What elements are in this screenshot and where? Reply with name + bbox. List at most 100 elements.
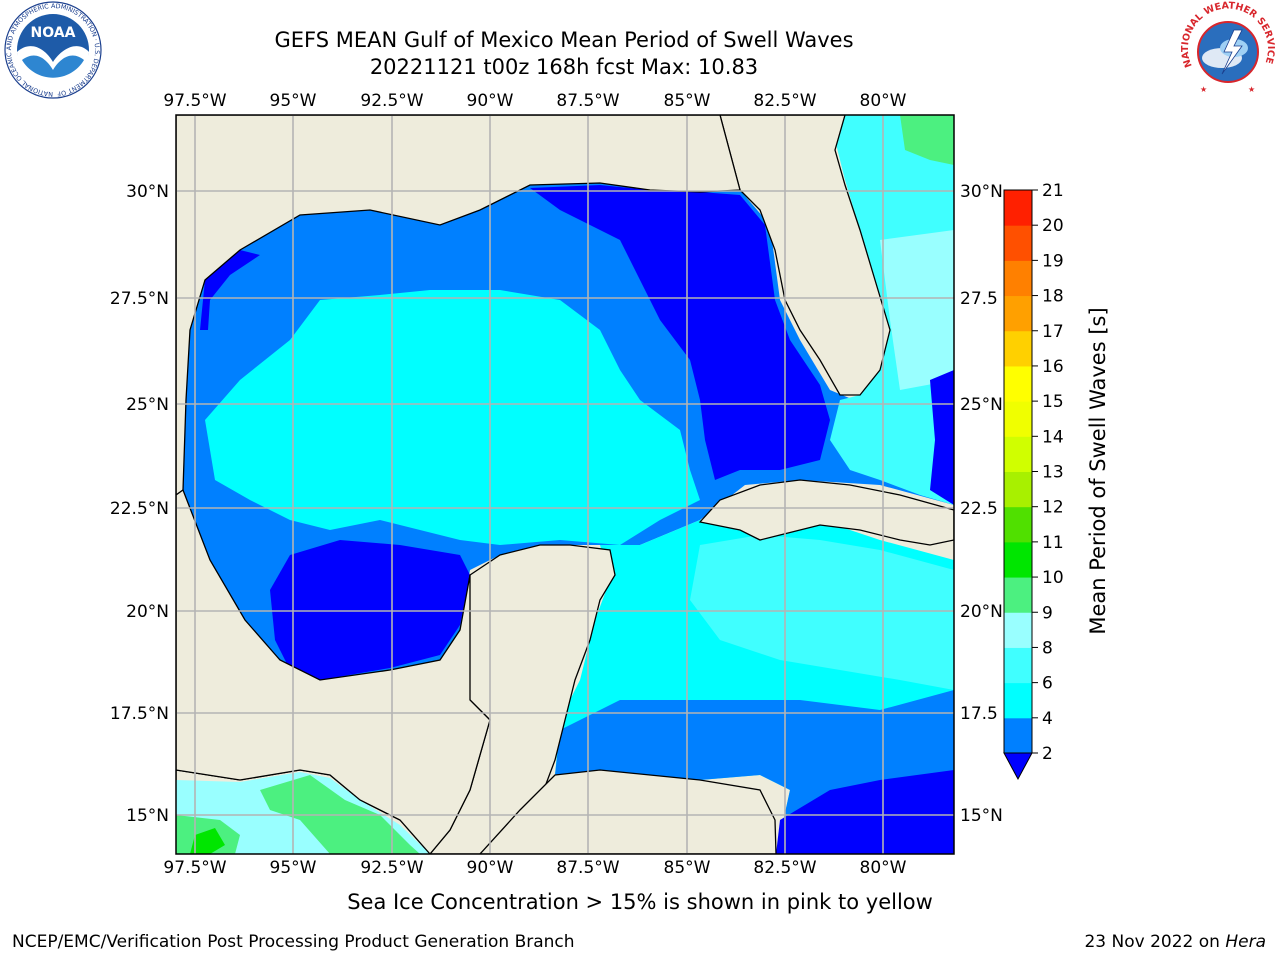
lon-tick-bottom: 95°W xyxy=(270,858,317,878)
lon-tick-bottom: 92.5°W xyxy=(360,858,423,878)
colorbar-ticks: 2 4 6 8 9 10 11 12 13 14 15 16 17 18 19 20 21 xyxy=(1032,181,1064,764)
map-area xyxy=(176,115,954,854)
lon-tick-top: 85°W xyxy=(664,91,711,111)
colorbar-tick-label: 8 xyxy=(1042,638,1053,658)
lon-tick-bottom: 87.5°W xyxy=(556,858,619,878)
lon-tick-top: 97.5°W xyxy=(163,91,226,111)
colorbar-tick-label: 18 xyxy=(1042,287,1064,307)
lat-tick-left: 20°N xyxy=(126,602,169,622)
atlantic-light xyxy=(880,230,954,390)
noaa-text: NOAA xyxy=(31,25,76,41)
colorbar-segment xyxy=(1004,436,1032,472)
sea-ice-note: Sea Ice Concentration > 15% is shown in … xyxy=(347,890,933,914)
mexico-land xyxy=(176,488,491,854)
colorbar-segment xyxy=(1004,541,1032,578)
footer-date-host: 23 Nov 2022 on Hera xyxy=(1084,932,1266,952)
colorbar-tick-label: 4 xyxy=(1042,709,1053,729)
colorbar-segment xyxy=(1004,612,1032,648)
lon-tick-bottom: 90°W xyxy=(467,858,514,878)
colorbar-tick-label: 15 xyxy=(1042,392,1064,412)
colorbar-segment xyxy=(1004,190,1032,226)
colorbar-segment xyxy=(1004,471,1032,508)
lon-tick-top: 80°W xyxy=(860,91,907,111)
lat-tick-right: 27.5 xyxy=(960,289,998,309)
footer-host: Hera xyxy=(1225,932,1266,952)
colorbar-tick-label: 17 xyxy=(1042,322,1064,342)
colorbar-tick-label: 6 xyxy=(1042,674,1053,694)
gulf-dark-rim-w xyxy=(200,250,260,330)
lat-tick-right: 25°N xyxy=(960,395,1003,415)
colorbar-label: Mean Period of Swell Waves [s] xyxy=(1086,307,1110,634)
lon-tick-bottom: 80°W xyxy=(860,858,907,878)
colorbar-segment xyxy=(1004,577,1032,613)
lon-tick-bottom: 85°W xyxy=(664,858,711,878)
colorbar-segment xyxy=(1004,365,1032,402)
lat-tick-right: 22.5 xyxy=(960,499,998,519)
colorbar-tick-label: 19 xyxy=(1042,251,1064,271)
colorbar-tick-label: 12 xyxy=(1042,498,1064,518)
colorbar-segment xyxy=(1004,260,1032,297)
lat-tick-left: 15°N xyxy=(126,806,169,826)
gulf-dark-ne xyxy=(530,185,830,480)
lon-tick-top: 82.5°W xyxy=(753,91,816,111)
lat-tick-right: 30°N xyxy=(960,182,1003,202)
lon-tick-top: 90°W xyxy=(467,91,514,111)
nws-logo: NATIONAL WEATHER SERVICE ★ ★ xyxy=(1180,0,1276,98)
lon-axis-top: 97.5°W 95°W 92.5°W 90°W 87.5°W 85°W 82.5… xyxy=(163,91,906,111)
colorbar-segment xyxy=(1004,330,1032,367)
colorbar-segment xyxy=(1004,647,1032,684)
colorbar-tick-label: 14 xyxy=(1042,427,1064,447)
lat-axis-right: 30°N 27.5 25°N 22.5 20°N 17.5 15°N xyxy=(960,182,1003,826)
colorbar-segment xyxy=(1004,401,1032,437)
colorbar-tick-label: 13 xyxy=(1042,463,1064,483)
lon-tick-bottom: 82.5°W xyxy=(753,858,816,878)
lat-tick-left: 17.5°N xyxy=(110,704,169,724)
colorbar-segment xyxy=(1004,506,1032,543)
map-frame xyxy=(175,114,955,855)
lat-axis-left: 30°N 27.5°N 25°N 22.5°N 20°N 17.5°N 15°N xyxy=(110,182,169,826)
colorbar-segment xyxy=(1004,295,1032,332)
florida-land xyxy=(719,115,891,396)
lon-tick-top: 92.5°W xyxy=(360,91,423,111)
colorbar-segment xyxy=(1004,717,1032,754)
colorbar-tick-label: 11 xyxy=(1042,533,1064,553)
caribbean-light xyxy=(690,535,954,690)
colorbar-extend-arrow xyxy=(1003,752,1033,781)
pacific-green-3 xyxy=(190,828,225,854)
gridlines xyxy=(176,115,954,854)
lat-tick-left: 30°N xyxy=(126,182,169,202)
colorbar-tick-label: 2 xyxy=(1042,744,1053,764)
colorbar-tick-label: 9 xyxy=(1042,603,1053,623)
colorbar-tick-label: 20 xyxy=(1042,216,1064,236)
noaa-logo: NATIONAL OCEANIC AND ATMOSPHERIC ADMINIS… xyxy=(0,0,102,99)
lat-tick-left: 25°N xyxy=(126,395,169,415)
lon-tick-top: 87.5°W xyxy=(556,91,619,111)
lon-tick-top: 95°W xyxy=(270,91,317,111)
colorbar-segment xyxy=(1004,682,1032,719)
lat-tick-right: 20°N xyxy=(960,602,1003,622)
colorbar-tick-label: 21 xyxy=(1042,181,1064,201)
lat-tick-left: 22.5°N xyxy=(110,499,169,519)
colorbar-tick-label: 10 xyxy=(1042,568,1064,588)
atlantic-green xyxy=(900,115,954,165)
cuba-land xyxy=(698,479,954,546)
colorbar-tick-label: 16 xyxy=(1042,357,1064,377)
lat-tick-right: 17.5 xyxy=(960,704,998,724)
svg-text:★: ★ xyxy=(1248,85,1255,94)
gulf-dark-sw xyxy=(270,540,470,680)
svg-text:★: ★ xyxy=(1200,85,1207,94)
central-america-land xyxy=(479,769,777,854)
lon-tick-bottom: 97.5°W xyxy=(163,858,226,878)
colorbar xyxy=(1003,189,1033,781)
lat-tick-left: 27.5°N xyxy=(110,289,169,309)
footer-credit: NCEP/EMC/Verification Post Processing Pr… xyxy=(12,932,575,952)
caribbean-dark-se xyxy=(776,770,954,854)
chart-subtitle: 20221121 t00z 168h fcst Max: 10.83 xyxy=(369,55,759,79)
lat-tick-right: 15°N xyxy=(960,806,1003,826)
footer-date: 23 Nov 2022 on xyxy=(1084,932,1220,952)
lon-axis-bottom: 97.5°W 95°W 92.5°W 90°W 87.5°W 85°W 82.5… xyxy=(163,858,906,878)
colorbar-segment xyxy=(1004,225,1032,261)
gulf-cyan-core xyxy=(205,290,700,545)
chart-title: GEFS MEAN Gulf of Mexico Mean Period of … xyxy=(274,28,854,52)
